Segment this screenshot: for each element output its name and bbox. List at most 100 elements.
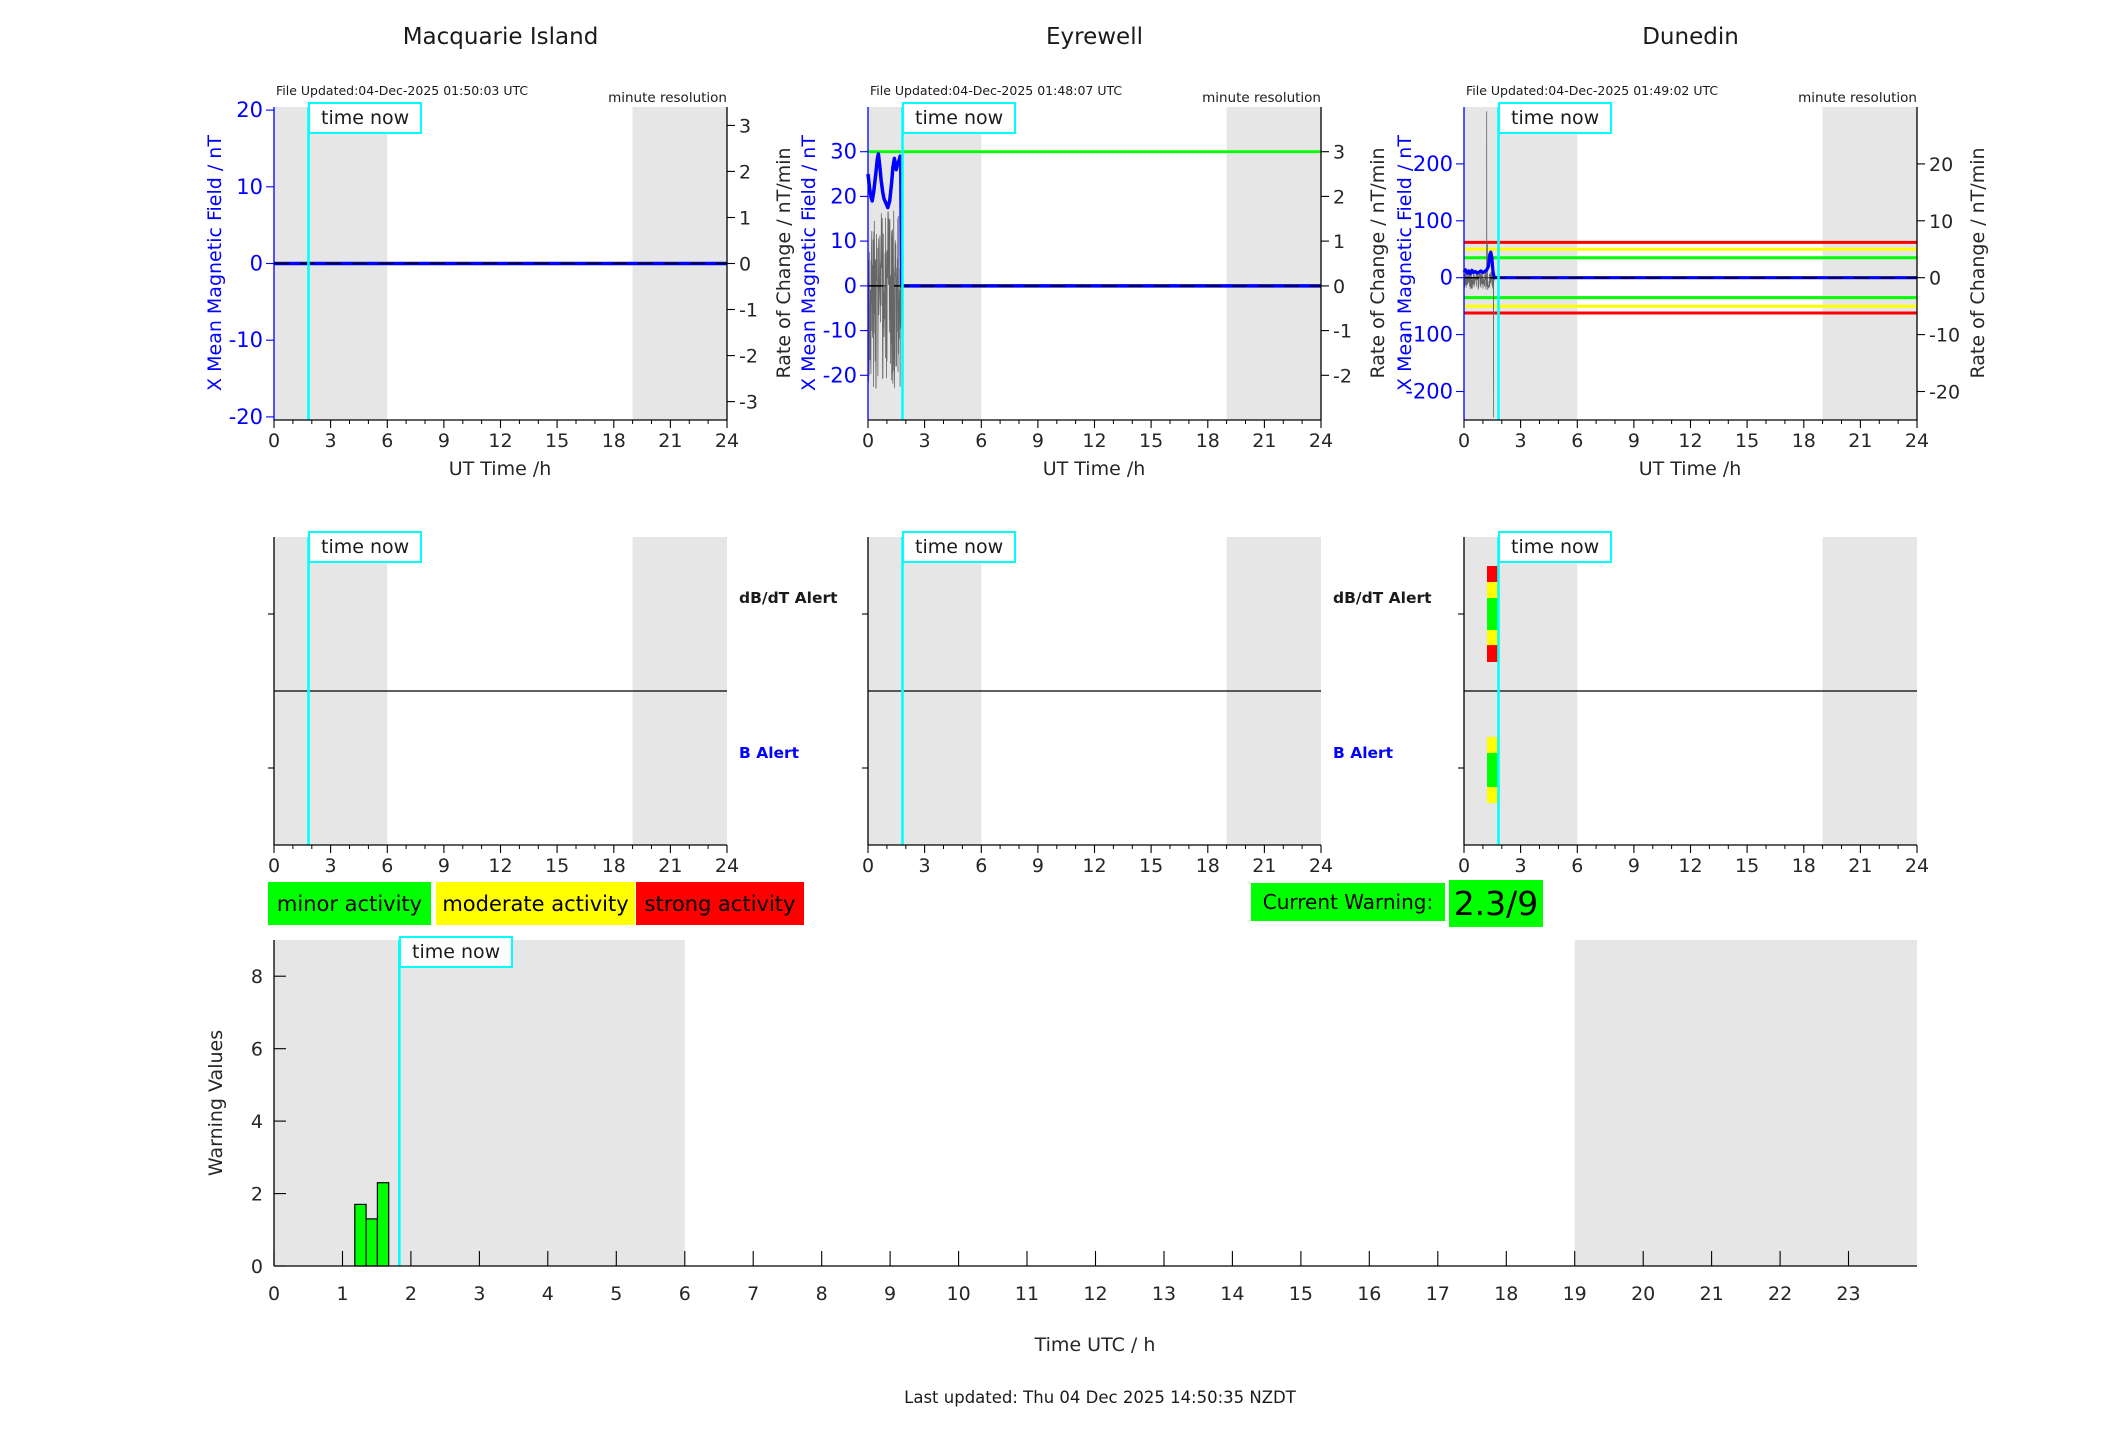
svg-text:3: 3 <box>919 855 931 877</box>
svg-text:15: 15 <box>1289 1283 1313 1305</box>
svg-text:0: 0 <box>268 855 280 877</box>
svg-text:10: 10 <box>947 1283 971 1305</box>
dunedin-xlabel: UT Time /h <box>1638 458 1742 480</box>
svg-text:-3: -3 <box>739 392 758 414</box>
svg-text:-1: -1 <box>1333 321 1352 343</box>
svg-text:6: 6 <box>381 855 393 877</box>
svg-text:9: 9 <box>1628 430 1640 452</box>
svg-text:6: 6 <box>1571 855 1583 877</box>
warning-values-chart: 0 1 2 3 4 5 6 7 8 9 10 11 12 13 14 15 16 17 18 19 20 21 22 23 0 2… <box>210 928 1985 1322</box>
svg-text:21: 21 <box>1848 430 1872 452</box>
svg-text:9: 9 <box>884 1283 896 1305</box>
warning-values-xlabel: Time UTC / h <box>1034 1334 1156 1356</box>
svg-text:7: 7 <box>747 1283 759 1305</box>
svg-text:2: 2 <box>251 1184 263 1206</box>
svg-text:3: 3 <box>919 430 931 452</box>
macquarie-alert-chart: 0 3 6 9 12 15 18 21 24 <box>210 525 795 889</box>
svg-text:1: 1 <box>1333 231 1345 253</box>
svg-text:18: 18 <box>1196 430 1220 452</box>
svg-text:0: 0 <box>268 430 280 452</box>
station-title-dunedin: Dunedin <box>1642 24 1739 50</box>
svg-text:15: 15 <box>1139 430 1163 452</box>
time-now-badge: time now <box>1498 531 1613 563</box>
time-now-badge: time now <box>902 102 1017 134</box>
svg-text:0: 0 <box>250 252 263 276</box>
svg-text:24: 24 <box>715 855 739 877</box>
dbdt-alert-label-2: dB/dT Alert <box>1333 589 1432 607</box>
minute-resolution-dunedin: minute resolution <box>1798 90 1917 106</box>
time-now-badge: time now <box>308 102 423 134</box>
svg-text:24: 24 <box>1309 430 1333 452</box>
svg-text:8: 8 <box>816 1283 828 1305</box>
svg-text:20: 20 <box>1929 154 1953 176</box>
svg-text:9: 9 <box>438 430 450 452</box>
svg-text:3: 3 <box>325 855 337 877</box>
svg-text:0: 0 <box>268 1283 280 1305</box>
svg-text:24: 24 <box>1905 430 1929 452</box>
current-warning-label: Current Warning: <box>1251 883 1445 921</box>
svg-text:19: 19 <box>1563 1283 1587 1305</box>
svg-text:15: 15 <box>545 430 569 452</box>
svg-text:24: 24 <box>1905 855 1929 877</box>
svg-text:1: 1 <box>739 208 751 230</box>
svg-text:22: 22 <box>1768 1283 1792 1305</box>
svg-text:13: 13 <box>1152 1283 1176 1305</box>
svg-text:20: 20 <box>236 98 263 122</box>
svg-text:21: 21 <box>658 855 682 877</box>
svg-text:-10: -10 <box>1929 325 1960 347</box>
svg-text:3: 3 <box>1515 855 1527 877</box>
svg-text:9: 9 <box>1628 855 1640 877</box>
file-updated-macquarie: File Updated:04-Dec-2025 01:50:03 UTC <box>276 83 529 98</box>
macquarie-xlabel: UT Time /h <box>448 458 552 480</box>
svg-text:6: 6 <box>381 430 393 452</box>
svg-text:18: 18 <box>1196 855 1220 877</box>
svg-text:0: 0 <box>251 1256 263 1278</box>
eyrewell-xlabel: UT Time /h <box>1042 458 1146 480</box>
svg-text:3: 3 <box>739 115 751 137</box>
svg-text:16: 16 <box>1357 1283 1381 1305</box>
svg-text:12: 12 <box>1678 855 1702 877</box>
svg-text:15: 15 <box>1735 855 1759 877</box>
dbdt-alert-label-1: dB/dT Alert <box>739 589 838 607</box>
svg-text:6: 6 <box>975 430 987 452</box>
dunedin-field-chart: 0 3 6 9 12 15 18 21 24 -200 -100 0 100 200 -20 -10 0 10 20 <box>1400 95 1985 464</box>
svg-text:2: 2 <box>739 161 751 183</box>
svg-text:-20: -20 <box>229 405 263 429</box>
svg-text:2: 2 <box>405 1283 417 1305</box>
svg-text:3: 3 <box>1333 142 1345 164</box>
svg-text:10: 10 <box>830 229 857 253</box>
svg-text:3: 3 <box>473 1283 485 1305</box>
station-title-macquarie: Macquarie Island <box>402 24 599 50</box>
svg-text:3: 3 <box>1515 430 1527 452</box>
svg-text:12: 12 <box>488 430 512 452</box>
svg-text:-1: -1 <box>739 300 758 322</box>
svg-text:0: 0 <box>1929 268 1941 290</box>
eyrewell-field-chart: 0 3 6 9 12 15 18 21 24 -20 -10 0 10 20 30 -2 -1 0 1 2 3 <box>804 95 1389 464</box>
current-warning-value: 2.3/9 <box>1449 880 1543 927</box>
svg-text:4: 4 <box>251 1111 263 1133</box>
svg-text:18: 18 <box>1792 855 1816 877</box>
svg-text:8: 8 <box>251 966 263 988</box>
b-alert-label-1: B Alert <box>739 744 800 762</box>
svg-text:200: 200 <box>1413 152 1453 176</box>
svg-text:10: 10 <box>236 175 263 199</box>
svg-text:2: 2 <box>1333 186 1345 208</box>
file-updated-eyrewell: File Updated:04-Dec-2025 01:48:07 UTC <box>870 83 1123 98</box>
svg-text:18: 18 <box>602 855 626 877</box>
svg-text:9: 9 <box>1032 430 1044 452</box>
svg-text:-200: -200 <box>1405 380 1453 404</box>
svg-text:0: 0 <box>844 274 857 298</box>
svg-text:24: 24 <box>1309 855 1333 877</box>
svg-text:10: 10 <box>1929 211 1953 233</box>
svg-text:-100: -100 <box>1405 323 1453 347</box>
macquarie-field-chart: 0 3 6 9 12 15 18 21 24 -20 -10 0 10 20 -3 -2 -1 0 1 2 3 <box>210 95 795 464</box>
svg-text:20: 20 <box>830 184 857 208</box>
svg-text:-20: -20 <box>1929 382 1960 404</box>
legend-strong-activity: strong activity <box>636 882 804 925</box>
svg-text:21: 21 <box>658 430 682 452</box>
legend-minor-activity: minor activity <box>268 882 431 925</box>
svg-text:21: 21 <box>1252 430 1276 452</box>
svg-text:0: 0 <box>1333 276 1345 298</box>
svg-text:1: 1 <box>336 1283 348 1305</box>
b-alert-label-2: B Alert <box>1333 744 1394 762</box>
